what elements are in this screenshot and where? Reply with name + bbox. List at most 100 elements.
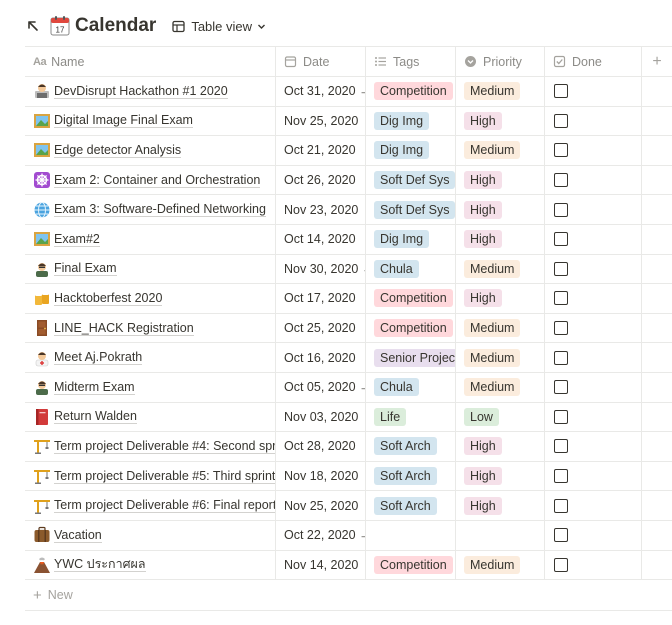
cell-tags[interactable]: Senior Project	[366, 343, 456, 372]
table-row[interactable]: YWC ประกาศผล Nov 14, 2020 Competition Mediu…	[25, 550, 672, 581]
cell-priority[interactable]: High	[456, 461, 545, 491]
row-title[interactable]: Exam#2	[54, 231, 100, 247]
row-title[interactable]: Return Walden	[54, 409, 137, 425]
cell-name[interactable]: Hacktoberfest 2020	[25, 284, 276, 313]
done-checkbox[interactable]	[554, 261, 568, 276]
cell-name[interactable]: Midterm Exam	[25, 372, 276, 402]
cell-tags[interactable]: Competition	[366, 284, 456, 313]
table-row[interactable]: Term project Deliverable #5: Third sprin…	[25, 461, 672, 492]
done-checkbox[interactable]	[554, 350, 568, 365]
cell-name[interactable]: Meet Aj.Pokrath	[25, 343, 276, 372]
cell-name[interactable]: Exam 3: Software-Defined Networking	[25, 195, 276, 224]
cell-priority[interactable]: Low	[456, 402, 545, 432]
cell-name[interactable]: YWC ประกาศผล	[25, 550, 276, 580]
done-checkbox[interactable]	[554, 321, 568, 336]
column-header-done[interactable]: Done	[545, 47, 642, 76]
row-title[interactable]: Vacation	[54, 527, 102, 543]
cell-date[interactable]: Oct 21, 2020	[276, 136, 366, 165]
table-row[interactable]: Exam 2: Container and Orchestration Oct 2…	[25, 165, 672, 196]
row-title[interactable]: Term project Deliverable #5: Third sprin…	[54, 468, 276, 484]
done-checkbox[interactable]	[554, 498, 568, 513]
done-checkbox[interactable]	[554, 409, 568, 424]
cell-tags[interactable]: Life	[366, 402, 456, 432]
table-row[interactable]: Return Walden Nov 03, 2020 Life Low	[25, 402, 672, 433]
cell-date[interactable]: Oct 05, 2020 →	[276, 372, 366, 402]
column-header-tags[interactable]: Tags	[366, 47, 456, 76]
cell-date[interactable]: Oct 28, 2020	[276, 432, 366, 461]
cell-tags[interactable]: Dig Img	[366, 106, 456, 136]
done-checkbox[interactable]	[554, 143, 568, 158]
done-checkbox[interactable]	[554, 439, 568, 454]
cell-name[interactable]: Term project Deliverable #4: Second spri…	[25, 432, 276, 461]
cell-tags[interactable]	[366, 520, 456, 550]
table-row[interactable]: Edge detector Analysis Oct 21, 2020 Dig Im…	[25, 136, 672, 166]
done-checkbox[interactable]	[554, 202, 568, 217]
cell-date[interactable]: Nov 18, 2020	[276, 461, 366, 491]
row-title[interactable]: Exam 3: Software-Defined Networking	[54, 202, 266, 218]
done-checkbox[interactable]	[554, 113, 568, 128]
arrow-up-left-icon[interactable]	[25, 18, 41, 34]
cell-priority[interactable]: High	[456, 195, 545, 224]
cell-priority[interactable]: High	[456, 165, 545, 195]
row-title[interactable]: LINE_HACK Registration	[54, 320, 194, 336]
cell-tags[interactable]: Soft Arch	[366, 461, 456, 491]
cell-priority[interactable]: High	[456, 284, 545, 313]
done-checkbox[interactable]	[554, 380, 568, 395]
cell-priority[interactable]: High	[456, 224, 545, 254]
cell-tags[interactable]: Chula	[366, 372, 456, 402]
done-checkbox[interactable]	[554, 291, 568, 306]
cell-tags[interactable]: Chula	[366, 254, 456, 284]
column-header-priority[interactable]: Priority	[456, 47, 545, 76]
row-title[interactable]: Midterm Exam	[54, 379, 135, 395]
cell-date[interactable]: Oct 22, 2020 →	[276, 520, 366, 550]
done-checkbox[interactable]	[554, 528, 568, 543]
row-title[interactable]: Term project Deliverable #6: Final repor…	[54, 498, 276, 514]
table-row[interactable]: Final Exam Nov 30, 2020 → Chula Medium	[25, 254, 672, 285]
table-row[interactable]: Midterm Exam Oct 05, 2020 → Chula Medium	[25, 372, 672, 403]
cell-tags[interactable]: Dig Img	[366, 224, 456, 254]
row-title[interactable]: Digital Image Final Exam	[54, 113, 193, 129]
cell-date[interactable]: Nov 30, 2020 →	[276, 254, 366, 284]
cell-name[interactable]: Edge detector Analysis	[25, 136, 276, 165]
row-title[interactable]: DevDisrupt Hackathon #1 2020	[54, 83, 228, 99]
cell-tags[interactable]: Soft Arch	[366, 432, 456, 461]
table-row[interactable]: Term project Deliverable #4: Second spri…	[25, 432, 672, 462]
column-header-name[interactable]: Aa Name	[25, 47, 276, 76]
row-title[interactable]: Exam 2: Container and Orchestration	[54, 172, 261, 188]
cell-name[interactable]: Exam#2	[25, 224, 276, 254]
table-row[interactable]: Hacktoberfest 2020 Oct 17, 2020 Competitio…	[25, 284, 672, 314]
add-property-button[interactable]: +	[652, 52, 662, 70]
cell-date[interactable]: Oct 16, 2020	[276, 343, 366, 372]
cell-date[interactable]: Oct 31, 2020 →	[276, 77, 366, 106]
cell-priority[interactable]: High	[456, 432, 545, 461]
cell-priority[interactable]	[456, 520, 545, 550]
column-header-date[interactable]: Date	[276, 47, 366, 76]
cell-date[interactable]: Oct 25, 2020	[276, 313, 366, 343]
table-row[interactable]: Digital Image Final Exam Nov 25, 2020 Dig …	[25, 106, 672, 137]
cell-name[interactable]: Term project Deliverable #6: Final repor…	[25, 491, 276, 520]
done-checkbox[interactable]	[554, 84, 568, 99]
cell-tags[interactable]: Competition	[366, 77, 456, 106]
row-title[interactable]: Term project Deliverable #4: Second spri…	[54, 439, 275, 454]
row-title[interactable]: YWC ประกาศผล	[54, 557, 146, 573]
cell-date[interactable]: Oct 26, 2020	[276, 165, 366, 195]
row-title[interactable]: Final Exam	[54, 261, 117, 277]
cell-date[interactable]: Nov 03, 2020	[276, 402, 366, 432]
row-title[interactable]: Meet Aj.Pokrath	[54, 350, 143, 366]
table-row[interactable]: LINE_HACK Registration Oct 25, 2020 Compet…	[25, 313, 672, 344]
cell-name[interactable]: Final Exam	[25, 254, 276, 284]
cell-tags[interactable]: Dig Img	[366, 136, 456, 165]
cell-date[interactable]: Nov 25, 2020	[276, 491, 366, 520]
table-row[interactable]: Exam#2 Oct 14, 2020 Dig Img High	[25, 224, 672, 255]
new-row-button[interactable]: + New	[25, 580, 672, 612]
done-checkbox[interactable]	[554, 469, 568, 484]
view-switcher-button[interactable]: Table view	[168, 17, 270, 36]
cell-name[interactable]: Digital Image Final Exam	[25, 106, 276, 136]
cell-name[interactable]: Vacation	[25, 520, 276, 550]
table-row[interactable]: Exam 3: Software-Defined Networking Nov 2…	[25, 195, 672, 225]
row-title[interactable]: Edge detector Analysis	[54, 142, 182, 158]
cell-tags[interactable]: Competition	[366, 550, 456, 580]
cell-priority[interactable]: Medium	[456, 550, 545, 580]
cell-name[interactable]: LINE_HACK Registration	[25, 313, 276, 343]
cell-priority[interactable]: Medium	[456, 136, 545, 165]
